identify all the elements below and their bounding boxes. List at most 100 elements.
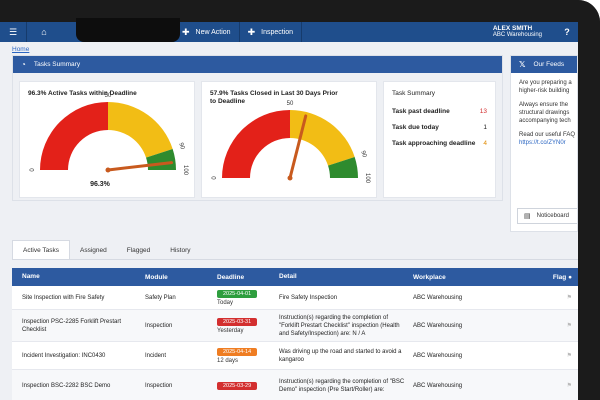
task-due-today-label: Task due today bbox=[392, 123, 439, 131]
app-screen: ☰ ⌂ ✚ New Action ✚ Inspection ALEX SMITH… bbox=[0, 22, 578, 400]
task-past-deadline-label: Task past deadline bbox=[392, 107, 450, 115]
gauge2-tick-0: 0 bbox=[212, 176, 218, 180]
feeds-title: Our Feeds bbox=[533, 61, 565, 68]
tasks-summary-panel: ◔ Tasks Summary 96.3% Active Tasks withi… bbox=[12, 55, 503, 201]
nav-divider bbox=[301, 22, 303, 42]
tasks-summary-title: Tasks Summary bbox=[33, 61, 81, 68]
flag-icon[interactable]: ⚑ bbox=[566, 323, 572, 329]
tab-flagged[interactable]: Flagged bbox=[126, 247, 151, 254]
flag-icon[interactable]: ⚑ bbox=[566, 295, 572, 301]
gauge1-tick-100: 100 bbox=[182, 165, 188, 176]
user-org: ABC Warehousing bbox=[492, 32, 542, 38]
nav-divider bbox=[26, 22, 27, 42]
row-name: Incident Investigation: INC0430 bbox=[22, 352, 106, 359]
gauge2-yellow-band bbox=[290, 110, 355, 166]
row-detail: Fire Safety Inspection bbox=[279, 294, 338, 301]
row-module: Safety Plan bbox=[145, 294, 176, 301]
tab-active-tasks[interactable]: Active Tasks bbox=[12, 240, 71, 259]
row-deadline: 2025-04-14 12 days bbox=[217, 347, 279, 364]
home-icon[interactable]: ⌂ bbox=[41, 27, 47, 37]
task-summary-row[interactable]: Task approaching deadline 4 bbox=[384, 135, 495, 151]
row-deadline: 2025-04-01 Today bbox=[217, 289, 279, 306]
gauge2-red-band bbox=[222, 110, 290, 178]
gauge1-tick-50: 50 bbox=[105, 93, 112, 99]
row-workplace: ABC Warehousing bbox=[413, 294, 463, 301]
table-header: Name Module Deadline Detail Workplace Fl… bbox=[12, 268, 578, 286]
col-deadline[interactable]: Deadline bbox=[217, 273, 245, 281]
deadline-badge: 2025-04-14 bbox=[217, 347, 258, 356]
col-detail[interactable]: Detail bbox=[279, 273, 297, 280]
row-detail: Instruction(s) regarding the completion … bbox=[279, 378, 405, 393]
feed-post-3-line: Read our useful FAQ bbox=[519, 132, 576, 138]
feed-post-1-line: higher-risk building bbox=[519, 88, 570, 94]
help-button[interactable]: ? bbox=[564, 27, 570, 37]
tab-assigned[interactable]: Assigned bbox=[80, 247, 107, 254]
col-name[interactable]: Name bbox=[22, 273, 40, 280]
col-flag[interactable]: Flag ● bbox=[547, 274, 578, 281]
feeds-content: Are you preparing a higher-risk building… bbox=[511, 73, 577, 159]
noticeboard-label: Noticeboard bbox=[536, 213, 569, 219]
feed-post-1: Are you preparing a higher-risk building bbox=[519, 79, 572, 95]
gauge-card-active-tasks: 96.3% Active Tasks within Deadline 0 50 … bbox=[19, 81, 195, 198]
gauge2-title: 57.9% Tasks Closed in Last 30 Days Prior… bbox=[210, 90, 338, 105]
gauge2-green-band bbox=[328, 156, 358, 178]
flag-icon[interactable]: ⚑ bbox=[566, 353, 572, 359]
gauge1-needle bbox=[106, 161, 174, 172]
task-approaching-label: Task approaching deadline bbox=[392, 139, 476, 147]
gauge1-needle-hub bbox=[105, 167, 111, 173]
feed-post-3-link[interactable]: https://t.co/ZYN0r bbox=[519, 140, 566, 146]
table-row[interactable]: Inspection BSC-2282 BSC Demo Inspection … bbox=[12, 370, 578, 400]
tasks-summary-header: ◔ Tasks Summary bbox=[13, 56, 502, 73]
row-module: Incident bbox=[145, 352, 167, 359]
feed-post-2-line: structural drawings bbox=[519, 110, 570, 116]
task-summary-title: Task Summary bbox=[392, 90, 435, 97]
row-workplace: ABC Warehousing bbox=[413, 352, 463, 359]
gauge2-tick-50: 50 bbox=[287, 101, 294, 107]
row-deadline: 2025-03-29 bbox=[217, 381, 279, 390]
user-menu[interactable]: ALEX SMITH ABC Warehousing bbox=[493, 25, 542, 39]
tab-history[interactable]: History bbox=[170, 247, 191, 254]
noticeboard-button[interactable]: ▤ Noticeboard bbox=[517, 208, 577, 224]
table-row[interactable]: Site Inspection with Fire Safety Safety … bbox=[12, 286, 578, 310]
deadline-relative: Yesterday bbox=[217, 327, 244, 334]
gauge-card-closed-tasks: 57.9% Tasks Closed in Last 30 Days Prior… bbox=[201, 81, 377, 198]
gauge1-tick-0: 0 bbox=[30, 168, 36, 172]
row-deadline: 2025-03-31 Yesterday bbox=[217, 317, 279, 334]
col-module[interactable]: Module bbox=[145, 273, 168, 281]
flag-icon[interactable]: ⚑ bbox=[566, 383, 572, 389]
inspection-button[interactable]: ✚ Inspection bbox=[240, 22, 301, 42]
task-summary-row[interactable]: Task past deadline 13 bbox=[384, 103, 495, 119]
menu-icon[interactable]: ☰ bbox=[8, 26, 18, 37]
info-icon: ● bbox=[568, 273, 572, 281]
col-workplace[interactable]: Workplace bbox=[413, 273, 446, 281]
row-name: Inspection PSC-2285 Forklift Prestart Ch… bbox=[22, 318, 122, 333]
row-detail: Instruction(s) regarding the completion … bbox=[279, 314, 400, 337]
task-summary-row[interactable]: Task due today 1 bbox=[384, 119, 495, 135]
deadline-badge: 2025-04-01 bbox=[217, 289, 258, 298]
user-name: ALEX SMITH bbox=[492, 25, 533, 32]
deadline-relative: Today bbox=[217, 299, 234, 306]
breadcrumb-home[interactable]: Home bbox=[0, 42, 578, 56]
tasks-summary-body: 96.3% Active Tasks within Deadline 0 50 … bbox=[13, 73, 502, 200]
camera-notch bbox=[76, 18, 180, 42]
task-tabs: Active Tasks Assigned Flagged History bbox=[12, 240, 578, 260]
table-row[interactable]: Incident Investigation: INC0430 Incident… bbox=[12, 342, 578, 370]
inspection-label: Inspection bbox=[261, 28, 294, 36]
deadline-relative: 12 days bbox=[217, 357, 239, 364]
gauge1-red-band bbox=[40, 102, 108, 170]
new-action-button[interactable]: ✚ New Action bbox=[174, 22, 239, 42]
device-bezel-top bbox=[0, 0, 600, 22]
feed-post-2-line: accompanying tech bbox=[519, 118, 571, 124]
nav-divider bbox=[238, 22, 240, 42]
feeds-panel: 𝕏 Our Feeds Are you preparing a higher-r… bbox=[510, 55, 578, 232]
x-logo-icon: 𝕏 bbox=[519, 60, 526, 69]
table-row[interactable]: Inspection PSC-2285 Forklift Prestart Ch… bbox=[12, 310, 578, 342]
gauge2-needle-hub bbox=[287, 175, 293, 181]
gauge1-title: 96.3% Active Tasks within Deadline bbox=[28, 90, 137, 97]
deadline-badge: 2025-03-29 bbox=[217, 381, 258, 390]
gauge2-chart: 0 50 90 100 bbox=[212, 101, 370, 184]
device-bezel-right bbox=[578, 0, 600, 400]
task-due-today-count: 1 bbox=[483, 123, 487, 131]
task-summary-card: Task Summary Task past deadline 13 Task … bbox=[383, 81, 496, 198]
